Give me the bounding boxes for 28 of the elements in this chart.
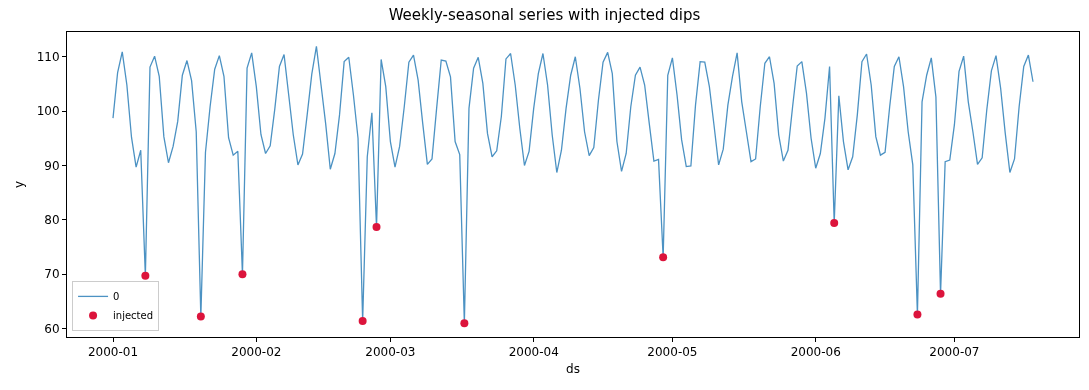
point [372, 222, 381, 231]
x-tick-label: 2000-01 [87, 345, 139, 360]
point [238, 270, 247, 279]
point [196, 312, 205, 321]
chart-title: Weekly-seasonal series with injected dips [388, 6, 701, 25]
y-tick-label: 100 [36, 104, 60, 119]
point [913, 310, 922, 319]
y-tick-label: 110 [36, 49, 60, 64]
y-tick-label: 60 [44, 321, 60, 336]
point [460, 319, 469, 328]
x-tick-label: 2000-07 [929, 345, 980, 360]
y-axis-title: y [11, 180, 26, 189]
x-axis-title: ds [566, 362, 580, 377]
point [141, 271, 150, 280]
legend-label: injected [113, 310, 154, 322]
point [659, 253, 668, 262]
y-tick-label: 90 [44, 158, 60, 173]
x-tick-label: 2000-06 [790, 345, 841, 360]
x-tick-label: 2000-02 [231, 345, 282, 360]
x-tick-label: 2000-04 [508, 345, 559, 360]
y-tick-label: 80 [44, 213, 60, 228]
point [830, 219, 839, 228]
point [358, 316, 367, 325]
x-tick-label: 2000-05 [647, 345, 698, 360]
legend-label: 0 [113, 291, 120, 303]
y-tick-label: 70 [44, 267, 60, 282]
point [936, 289, 945, 298]
x-tick-label: 2000-03 [365, 345, 416, 360]
